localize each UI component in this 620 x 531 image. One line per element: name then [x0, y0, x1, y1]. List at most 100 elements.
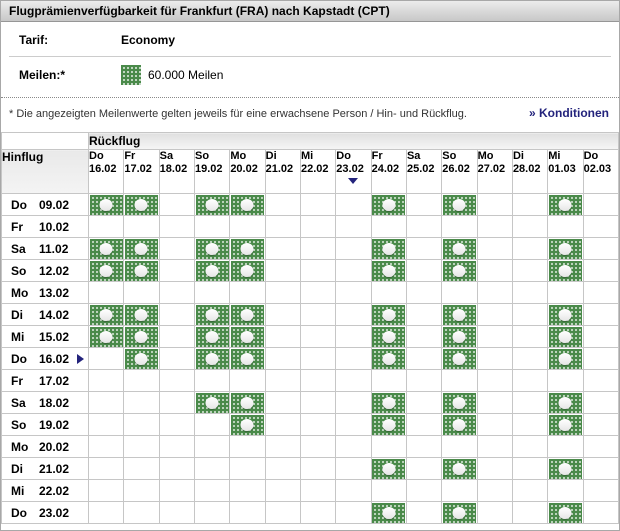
availability-cell[interactable] — [547, 457, 584, 480]
return-date-header[interactable]: Di 28.02 — [511, 149, 549, 194]
availability-cell[interactable] — [87, 303, 125, 326]
return-date-header[interactable]: So 19.02 — [193, 149, 231, 194]
outbound-date-label[interactable]: Do 23.02 — [1, 501, 89, 524]
availability-cell[interactable] — [370, 457, 407, 480]
availability-cell[interactable] — [547, 325, 584, 348]
availability-cell[interactable] — [193, 391, 231, 414]
outbound-date-label[interactable]: Do 16.02 — [1, 347, 89, 370]
availability-cell[interactable] — [229, 413, 266, 436]
outbound-date-label[interactable]: Sa 18.02 — [1, 391, 89, 414]
availability-cell[interactable] — [229, 237, 266, 260]
availability-cell[interactable] — [123, 303, 160, 326]
availability-cell[interactable] — [229, 325, 266, 348]
outbound-date-label[interactable]: Di 21.02 — [1, 457, 89, 480]
return-date-header[interactable]: Fr 24.02 — [370, 149, 407, 194]
outbound-date-label[interactable]: Mi 15.02 — [1, 325, 89, 348]
availability-cell[interactable] — [441, 303, 478, 326]
availability-cell[interactable] — [87, 325, 125, 348]
availability-cell[interactable] — [547, 501, 584, 524]
outbound-date-label[interactable]: Mi 22.02 — [1, 479, 89, 502]
availability-cell[interactable] — [370, 193, 407, 216]
availability-cell[interactable] — [441, 391, 478, 414]
row-day-label: Fr — [11, 373, 23, 388]
availability-cell[interactable] — [123, 237, 160, 260]
availability-cell[interactable] — [123, 325, 160, 348]
availability-cell — [405, 259, 443, 282]
return-date-header[interactable]: Mo 27.02 — [476, 149, 513, 194]
availability-cell[interactable] — [229, 193, 266, 216]
availability-cell[interactable] — [370, 391, 407, 414]
outbound-date-label[interactable]: Sa 11.02 — [1, 237, 89, 260]
availability-cell[interactable] — [370, 413, 407, 436]
availability-cell — [158, 435, 195, 458]
availability-cell[interactable] — [123, 259, 160, 282]
row-label-content: Di 14.02 — [3, 308, 88, 322]
availability-cell[interactable] — [441, 237, 478, 260]
availability-cell[interactable] — [547, 259, 584, 282]
return-date-header[interactable]: Do 02.03 — [582, 149, 619, 194]
availability-cell[interactable] — [441, 457, 478, 480]
row-date-label: 12.02 — [39, 263, 70, 278]
outbound-date-label[interactable]: Fr 10.02 — [1, 215, 89, 238]
availability-cell[interactable] — [193, 259, 231, 282]
availability-cell[interactable] — [547, 391, 584, 414]
availability-cell[interactable] — [193, 347, 231, 370]
outbound-date-label[interactable]: Mo 20.02 — [1, 435, 89, 458]
availability-cell — [264, 479, 301, 502]
availability-cell[interactable] — [123, 347, 160, 370]
availability-cell[interactable] — [370, 237, 407, 260]
availability-cell[interactable] — [193, 325, 231, 348]
availability-cell — [441, 215, 478, 238]
availability-cell[interactable] — [370, 325, 407, 348]
availability-cell[interactable] — [87, 193, 125, 216]
return-date-header[interactable]: Mo 20.02 — [229, 149, 266, 194]
return-date-header[interactable]: Do 23.02 — [335, 149, 372, 194]
konditionen-link[interactable]: » Konditionen — [529, 106, 609, 120]
return-date-header[interactable]: Do 16.02 — [87, 149, 125, 194]
availability-cell[interactable] — [87, 237, 125, 260]
availability-cell — [582, 435, 619, 458]
availability-cell[interactable] — [370, 347, 407, 370]
return-date-header[interactable]: Mi 01.03 — [547, 149, 584, 194]
availability-cell[interactable] — [547, 347, 584, 370]
availability-cell[interactable] — [193, 193, 231, 216]
return-date-header[interactable]: Sa 25.02 — [405, 149, 443, 194]
availability-cell[interactable] — [370, 303, 407, 326]
outbound-date-label[interactable]: Mo 13.02 — [1, 281, 89, 304]
availability-cell[interactable] — [441, 501, 478, 524]
availability-cell[interactable] — [193, 303, 231, 326]
outbound-date-label[interactable]: Di 14.02 — [1, 303, 89, 326]
return-date-header[interactable]: Fr 17.02 — [123, 149, 160, 194]
availability-cell — [229, 281, 266, 304]
header-day-label: Mi — [548, 150, 561, 163]
return-date-header[interactable]: Mi 22.02 — [299, 149, 337, 194]
availability-cell[interactable] — [547, 303, 584, 326]
availability-cell[interactable] — [370, 259, 407, 282]
outbound-date-label[interactable]: Fr 17.02 — [1, 369, 89, 392]
availability-cell[interactable] — [547, 413, 584, 436]
availability-cell[interactable] — [87, 259, 125, 282]
availability-cell[interactable] — [547, 193, 584, 216]
return-date-header[interactable]: Sa 18.02 — [158, 149, 195, 194]
availability-cell[interactable] — [193, 237, 231, 260]
availability-cell[interactable] — [441, 259, 478, 282]
availability-cell[interactable] — [441, 413, 478, 436]
availability-cell[interactable] — [229, 347, 266, 370]
availability-cell[interactable] — [441, 193, 478, 216]
availability-cell[interactable] — [229, 391, 266, 414]
availability-cell[interactable] — [547, 237, 584, 260]
availability-cell[interactable] — [123, 193, 160, 216]
availability-cell[interactable] — [229, 259, 266, 282]
return-date-header[interactable]: Di 21.02 — [264, 149, 301, 194]
row-day-label: Sa — [11, 395, 26, 410]
availability-cell[interactable] — [370, 501, 407, 524]
outbound-date-label[interactable]: So 12.02 — [1, 259, 89, 282]
availability-cell[interactable] — [441, 347, 478, 370]
availability-cell[interactable] — [441, 325, 478, 348]
availability-cell — [582, 325, 619, 348]
return-date-header[interactable]: So 26.02 — [441, 149, 478, 194]
availability-cell[interactable] — [229, 303, 266, 326]
outbound-date-label[interactable]: Do 09.02 — [1, 193, 89, 216]
outbound-date-label[interactable]: So 19.02 — [1, 413, 89, 436]
header-day-label: Mo — [477, 150, 494, 163]
